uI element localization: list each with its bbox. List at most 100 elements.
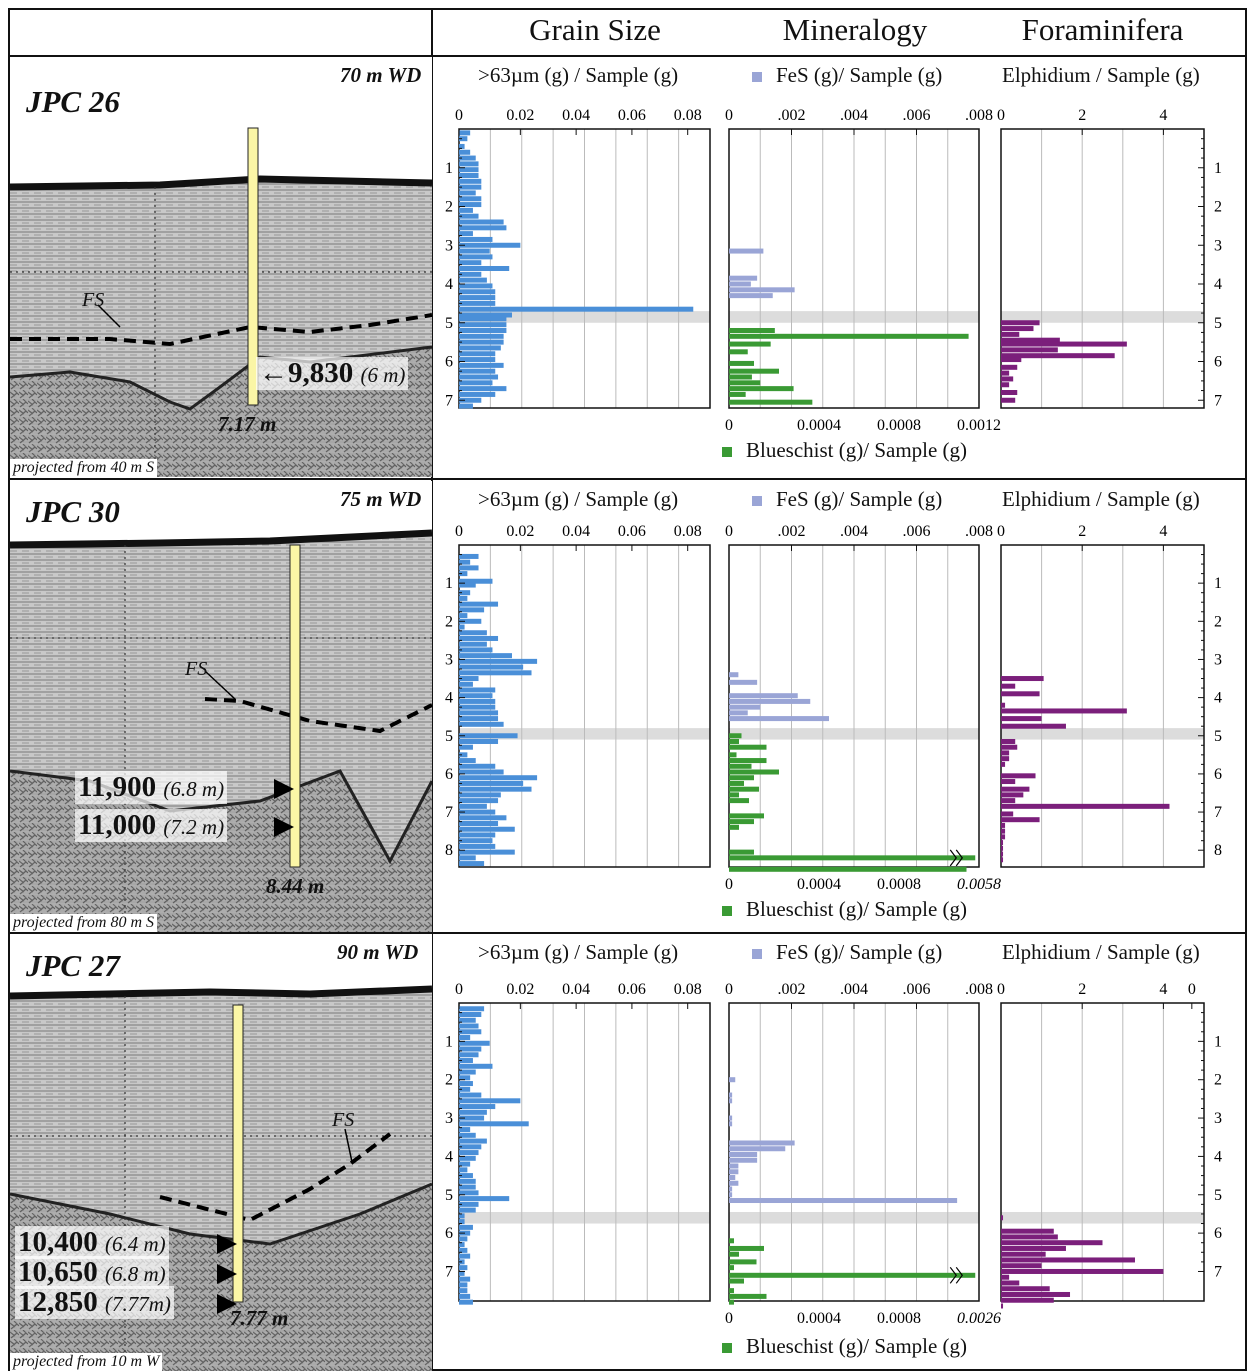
- grain-bar: [459, 1196, 510, 1202]
- axis-tick-label: 2: [1078, 107, 1086, 124]
- blueschist-bar: [729, 733, 742, 739]
- elphidium-bar: [1001, 811, 1014, 817]
- elphidium-bar: [1001, 382, 1010, 388]
- grain-bar: [459, 641, 487, 647]
- elphidium-bar: [1001, 1274, 1010, 1280]
- depth-tick-label: 1: [445, 160, 453, 177]
- core-charts: 0 0.02 0.04 0.06 0.08 0.002.004.006.008 0 2 40 0.…: [445, 523, 1222, 893]
- depth-tick-label: 1: [445, 575, 453, 592]
- grain-bar: [459, 312, 512, 318]
- grain-bar: [459, 1282, 468, 1288]
- sample-highlight-band: [1001, 311, 1204, 323]
- grain-bar: [459, 1052, 479, 1058]
- grain-bar: [459, 231, 473, 237]
- blueschist-bar: [729, 763, 752, 769]
- fes-bar: [729, 1121, 733, 1127]
- grain-bar: [459, 752, 468, 758]
- axis-tick-label: .008: [965, 981, 993, 998]
- blueschist-bar: [729, 1251, 739, 1257]
- fes-bar: [729, 1169, 739, 1175]
- radiocarbon-age: 10,650 (6.8 m): [15, 1256, 169, 1289]
- elphidium-bar: [1001, 331, 1020, 337]
- depth-tick-label-right: 5: [1214, 1187, 1222, 1204]
- radiocarbon-age: ←9,830 (6 m): [256, 357, 409, 390]
- grain-bar: [459, 351, 496, 357]
- elphidium-bar: [1001, 1215, 1004, 1221]
- depth-tick-label: 8: [445, 842, 453, 859]
- elphidium-bar: [1001, 803, 1170, 809]
- elphidium-bar: [1001, 1257, 1135, 1263]
- fes-legend: FeS (g)/ Sample (g): [752, 940, 942, 965]
- grain-bar: [459, 826, 515, 832]
- elphidium-bar: [1001, 1286, 1050, 1292]
- axis-tick-label: 0.04: [562, 523, 590, 540]
- grain-bar: [459, 1276, 471, 1282]
- grain-bar: [459, 213, 479, 219]
- depth-tick-label-right: 6: [1214, 766, 1222, 783]
- grain-bar: [459, 578, 493, 584]
- elphidium-bar: [1001, 397, 1016, 403]
- grain-bar: [459, 242, 521, 248]
- age-depth: (7.77m): [105, 1292, 171, 1316]
- grain-bar: [459, 1299, 473, 1305]
- elphidium-bar: [1001, 376, 1014, 382]
- grain-bar: [459, 1190, 479, 1196]
- grain-bar: [459, 391, 496, 397]
- axis-tick-label: .002: [778, 981, 806, 998]
- grain-size-chart: [458, 1002, 711, 1305]
- depth-tick-label-right: 1: [1214, 575, 1222, 592]
- age-value: 9,830: [288, 357, 354, 389]
- grain-bar: [459, 733, 518, 739]
- axis-tick-label: 0: [725, 981, 733, 998]
- blueschist-bar: [729, 1259, 757, 1265]
- axis-tick-label: .002: [778, 523, 806, 540]
- elphidium-bar: [1001, 773, 1036, 779]
- blueschist-bar: [729, 341, 771, 347]
- fes-bar: [729, 679, 758, 685]
- fs-label: FS: [82, 289, 105, 311]
- grain-bar: [459, 1086, 471, 1092]
- depth-tick-label-right: 1: [1214, 1033, 1222, 1050]
- depth-tick-label-right: 3: [1214, 237, 1222, 254]
- grain-bar: [459, 1035, 471, 1041]
- elphidium-bar: [1001, 683, 1016, 689]
- grain-bar: [459, 786, 532, 792]
- grain-bar: [459, 380, 493, 386]
- fes-bar: [729, 1198, 958, 1204]
- depth-tick-label: 5: [445, 1187, 453, 1204]
- grain-bar: [459, 283, 493, 289]
- blueschist-bar: [729, 824, 739, 830]
- elphidium-bar: [1001, 828, 1006, 834]
- grain-bar: [459, 815, 507, 821]
- grain-bar: [459, 1236, 468, 1242]
- depth-tick-label-right: 6: [1214, 354, 1222, 371]
- axis-tick-label: .006: [903, 523, 931, 540]
- axis-tick-label: 2: [1078, 981, 1086, 998]
- grain-bar: [459, 196, 482, 202]
- depth-tick-label: 7: [445, 392, 453, 409]
- axis-tick-label: 4: [1159, 981, 1167, 998]
- grain-bar: [459, 173, 479, 178]
- blueschist-tick-label: 0.0004: [797, 417, 841, 434]
- foram-axis-title: Elphidium / Sample (g): [1002, 487, 1200, 511]
- elphidium-bar: [1001, 716, 1042, 722]
- grain-bar: [459, 271, 482, 277]
- fs-label: FS: [332, 1109, 355, 1131]
- grain-bar: [459, 624, 465, 630]
- elphidium-bar: [1001, 786, 1030, 792]
- core-name: JPC 30: [26, 494, 120, 529]
- grain-bar: [459, 316, 507, 322]
- fes-bar: [729, 287, 795, 293]
- fes-bar: [729, 1077, 736, 1083]
- axis-tick-label: .008: [965, 107, 993, 124]
- grain-bar: [459, 559, 471, 565]
- grain-bar: [459, 630, 487, 636]
- depth-tick-label: 4: [445, 690, 453, 707]
- grain-bar: [459, 1017, 476, 1023]
- grain-bar: [459, 178, 482, 184]
- elphidium-bar: [1001, 817, 1040, 823]
- radiocarbon-age: 11,000 (7.2 m): [75, 809, 228, 842]
- grain-bar: [459, 1265, 468, 1271]
- axis-tick-label: 0.06: [618, 523, 646, 540]
- blueschist-bar: [729, 758, 767, 764]
